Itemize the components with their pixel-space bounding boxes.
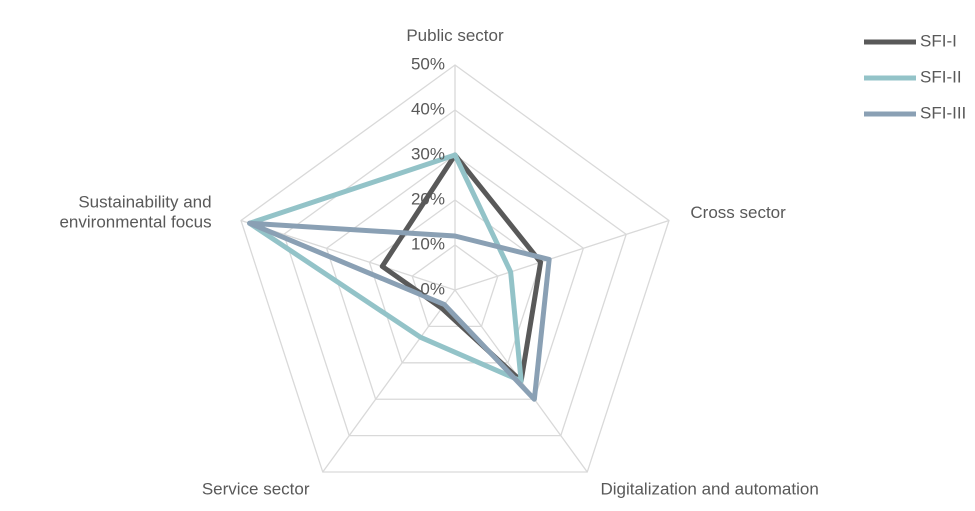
series-line — [247, 152, 524, 384]
grid-ring — [411, 244, 499, 328]
series-line — [247, 220, 552, 402]
category-label: Public sector — [406, 26, 504, 45]
y-tick-label: 0% — [420, 279, 445, 298]
grid-ring — [240, 64, 670, 473]
grid-ring — [283, 109, 627, 437]
spoke — [454, 219, 670, 291]
category-label: Sustainability and environmental focus — [59, 193, 211, 232]
legend-label: SFI-III — [920, 103, 966, 122]
y-tick-label: 40% — [411, 99, 445, 118]
y-tick-label: 30% — [411, 144, 445, 163]
legend-label: SFI-I — [920, 31, 957, 50]
category-label: Digitalization and automation — [600, 480, 818, 499]
y-tick-label: 10% — [411, 234, 445, 253]
grid-ring — [325, 154, 585, 400]
spoke — [322, 289, 456, 473]
category-label: Service sector — [202, 480, 310, 499]
legend-label: SFI-II — [920, 67, 962, 86]
y-tick-label: 20% — [411, 189, 445, 208]
y-tick-label: 50% — [411, 54, 445, 73]
category-label: Cross sector — [690, 203, 786, 222]
